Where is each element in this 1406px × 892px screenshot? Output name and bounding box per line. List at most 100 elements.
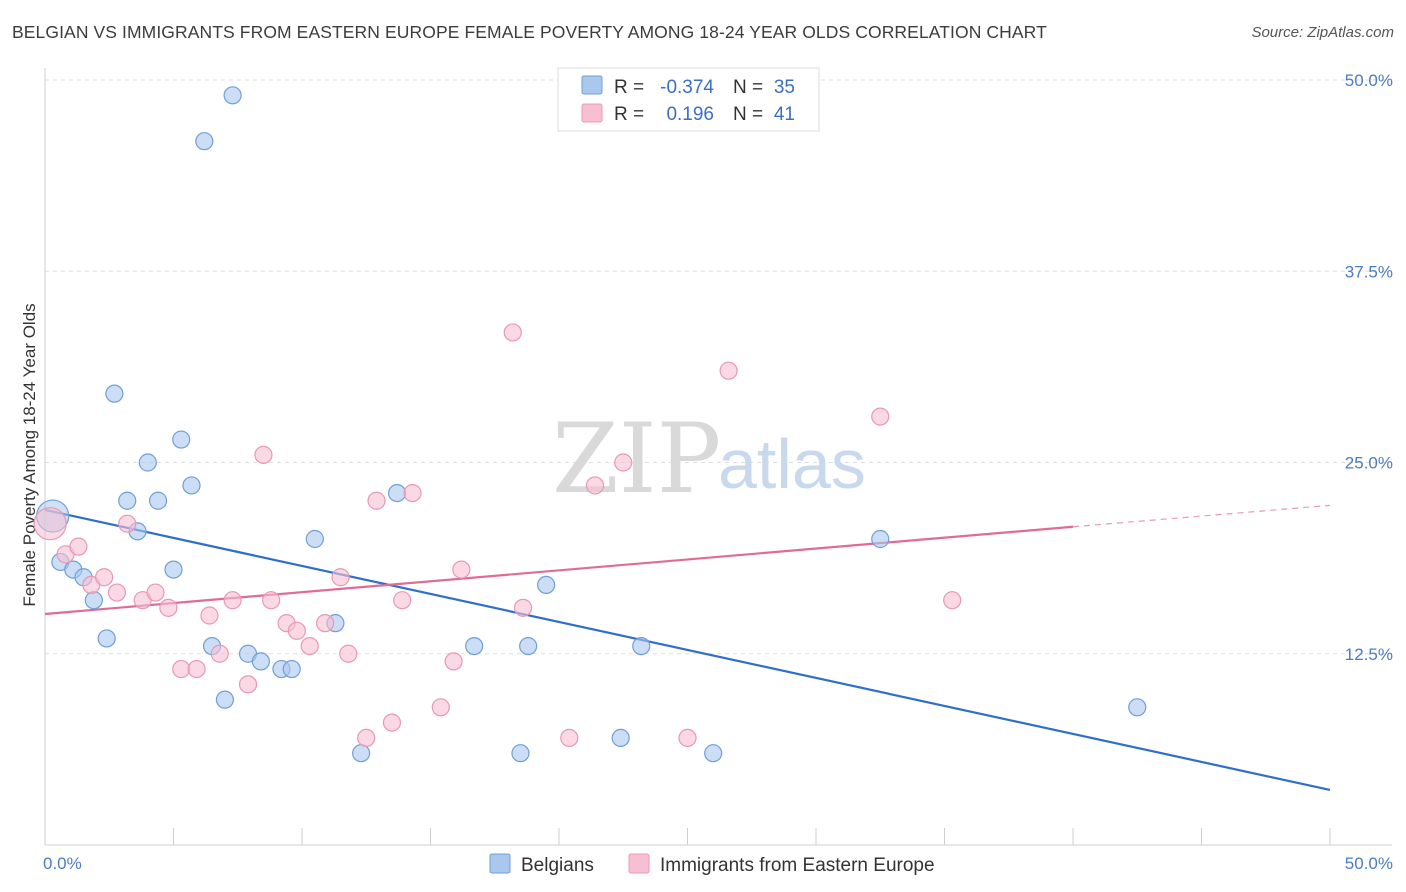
legend-n-label: N = — [733, 77, 763, 98]
trend-line-belgians — [44, 508, 1331, 791]
data-point-belgians — [352, 744, 371, 763]
data-point-belgians — [465, 636, 484, 656]
trend-lines — [44, 504, 1331, 791]
data-point-immigrants — [107, 583, 127, 602]
data-point-immigrants — [452, 560, 471, 579]
data-point-immigrants — [339, 644, 358, 663]
gridlines — [45, 79, 1392, 655]
data-point-belgians — [182, 476, 201, 495]
data-point-belgians — [251, 652, 270, 671]
data-point-belgians — [611, 728, 630, 748]
data-point-belgians — [704, 744, 723, 763]
source-credit: Source: ZipAtlas.com — [1251, 24, 1394, 41]
legend-r-label: R = — [614, 104, 644, 125]
data-point-belgians — [97, 629, 116, 648]
data-point-belgians — [195, 132, 214, 151]
data-point-immigrants — [95, 568, 114, 587]
y-tick-label: 50.0% — [1345, 71, 1393, 90]
data-point-belgians — [105, 384, 124, 403]
data-point-belgians — [537, 575, 556, 595]
data-point-belgians — [511, 744, 530, 763]
y-tick-label: 37.5% — [1345, 262, 1393, 281]
data-point-immigrants — [159, 598, 178, 617]
data-point-immigrants — [382, 713, 402, 732]
trend-line-immigrants — [44, 525, 1074, 616]
data-point-belgians — [138, 453, 157, 472]
data-point-belgians — [118, 491, 137, 510]
legend-r-value-immigrants: 0.196 — [666, 104, 714, 125]
legend-swatch-belgians — [581, 75, 603, 95]
data-point-immigrants — [262, 591, 281, 610]
data-point-immigrants — [585, 476, 605, 495]
data-points — [33, 86, 1147, 763]
data-point-belgians — [223, 86, 242, 105]
legend-marker-belgians — [489, 853, 511, 874]
legend-label-immigrants: Immigrants from Eastern Europe — [660, 855, 935, 876]
data-point-immigrants — [393, 591, 412, 610]
data-point-immigrants — [223, 591, 242, 610]
data-point-immigrants — [33, 507, 67, 541]
data-point-immigrants — [316, 614, 335, 633]
axes — [44, 68, 1392, 846]
chart-title: BELGIAN VS IMMIGRANTS FROM EASTERN EUROP… — [12, 22, 1047, 42]
data-point-immigrants — [431, 698, 450, 717]
data-point-immigrants — [331, 568, 350, 587]
data-point-belgians — [172, 430, 191, 449]
legend-n-label: N = — [733, 104, 763, 125]
trend-line-extension-immigrants — [1072, 504, 1331, 528]
data-point-immigrants — [287, 621, 306, 640]
data-point-belgians — [164, 560, 183, 579]
data-point-belgians — [84, 591, 103, 610]
watermark-atlas: atlas — [718, 425, 866, 503]
y-tick-label: 12.5% — [1345, 645, 1393, 664]
data-point-immigrants — [560, 728, 579, 748]
y-tick-label: 25.0% — [1345, 454, 1393, 473]
legend-n-value-immigrants: 41 — [774, 104, 795, 125]
legend-marker-immigrants — [628, 853, 650, 874]
x-tick-label: 50.0% — [1345, 854, 1393, 873]
data-point-immigrants — [200, 606, 219, 625]
x-tick-labels: 0.0% 50.0% — [43, 854, 1393, 873]
legend-label-belgians: Belgians — [521, 855, 594, 876]
data-point-immigrants — [187, 659, 206, 679]
data-point-belgians — [632, 636, 651, 656]
data-point-belgians — [871, 529, 890, 549]
data-point-belgians — [1128, 698, 1147, 717]
data-point-immigrants — [871, 407, 890, 426]
data-point-immigrants — [678, 728, 697, 748]
data-point-immigrants — [719, 361, 738, 380]
data-point-immigrants — [118, 514, 137, 533]
data-point-immigrants — [503, 323, 522, 342]
data-point-immigrants — [943, 591, 962, 610]
data-point-immigrants — [403, 484, 422, 503]
legend-n-value-belgians: 35 — [774, 77, 795, 98]
data-point-immigrants — [513, 598, 533, 617]
data-point-immigrants — [300, 636, 319, 656]
data-point-immigrants — [367, 491, 386, 510]
data-point-immigrants — [210, 644, 229, 663]
data-point-belgians — [387, 484, 407, 503]
data-point-belgians — [519, 636, 538, 656]
watermark: ZIP atlas — [552, 403, 866, 515]
data-point-belgians — [305, 529, 324, 549]
x-tick-label: 0.0% — [43, 854, 82, 873]
data-point-immigrants — [357, 728, 376, 748]
legend-r-label: R = — [614, 77, 644, 98]
y-tick-labels: 12.5% 25.0% 37.5% 50.0% — [1345, 71, 1393, 664]
series-legend: Belgians Immigrants from Eastern Europe — [489, 853, 935, 876]
data-point-immigrants — [172, 659, 191, 679]
data-point-belgians — [148, 491, 168, 510]
data-point-immigrants — [238, 675, 258, 694]
data-point-belgians — [282, 659, 301, 679]
watermark-zip: ZIP — [552, 403, 721, 515]
stats-legend: R = -0.374 N = 35 R = 0.196 N = 41 — [557, 67, 820, 132]
data-point-immigrants — [444, 652, 463, 671]
data-point-immigrants — [69, 537, 88, 556]
y-axis-label: Female Poverty Among 18-24 Year Olds — [20, 303, 39, 606]
data-point-immigrants — [146, 583, 165, 602]
data-point-immigrants — [614, 453, 633, 472]
legend-swatch-immigrants — [581, 103, 603, 123]
legend-r-value-belgians: -0.374 — [660, 77, 714, 98]
data-point-immigrants — [254, 445, 273, 464]
